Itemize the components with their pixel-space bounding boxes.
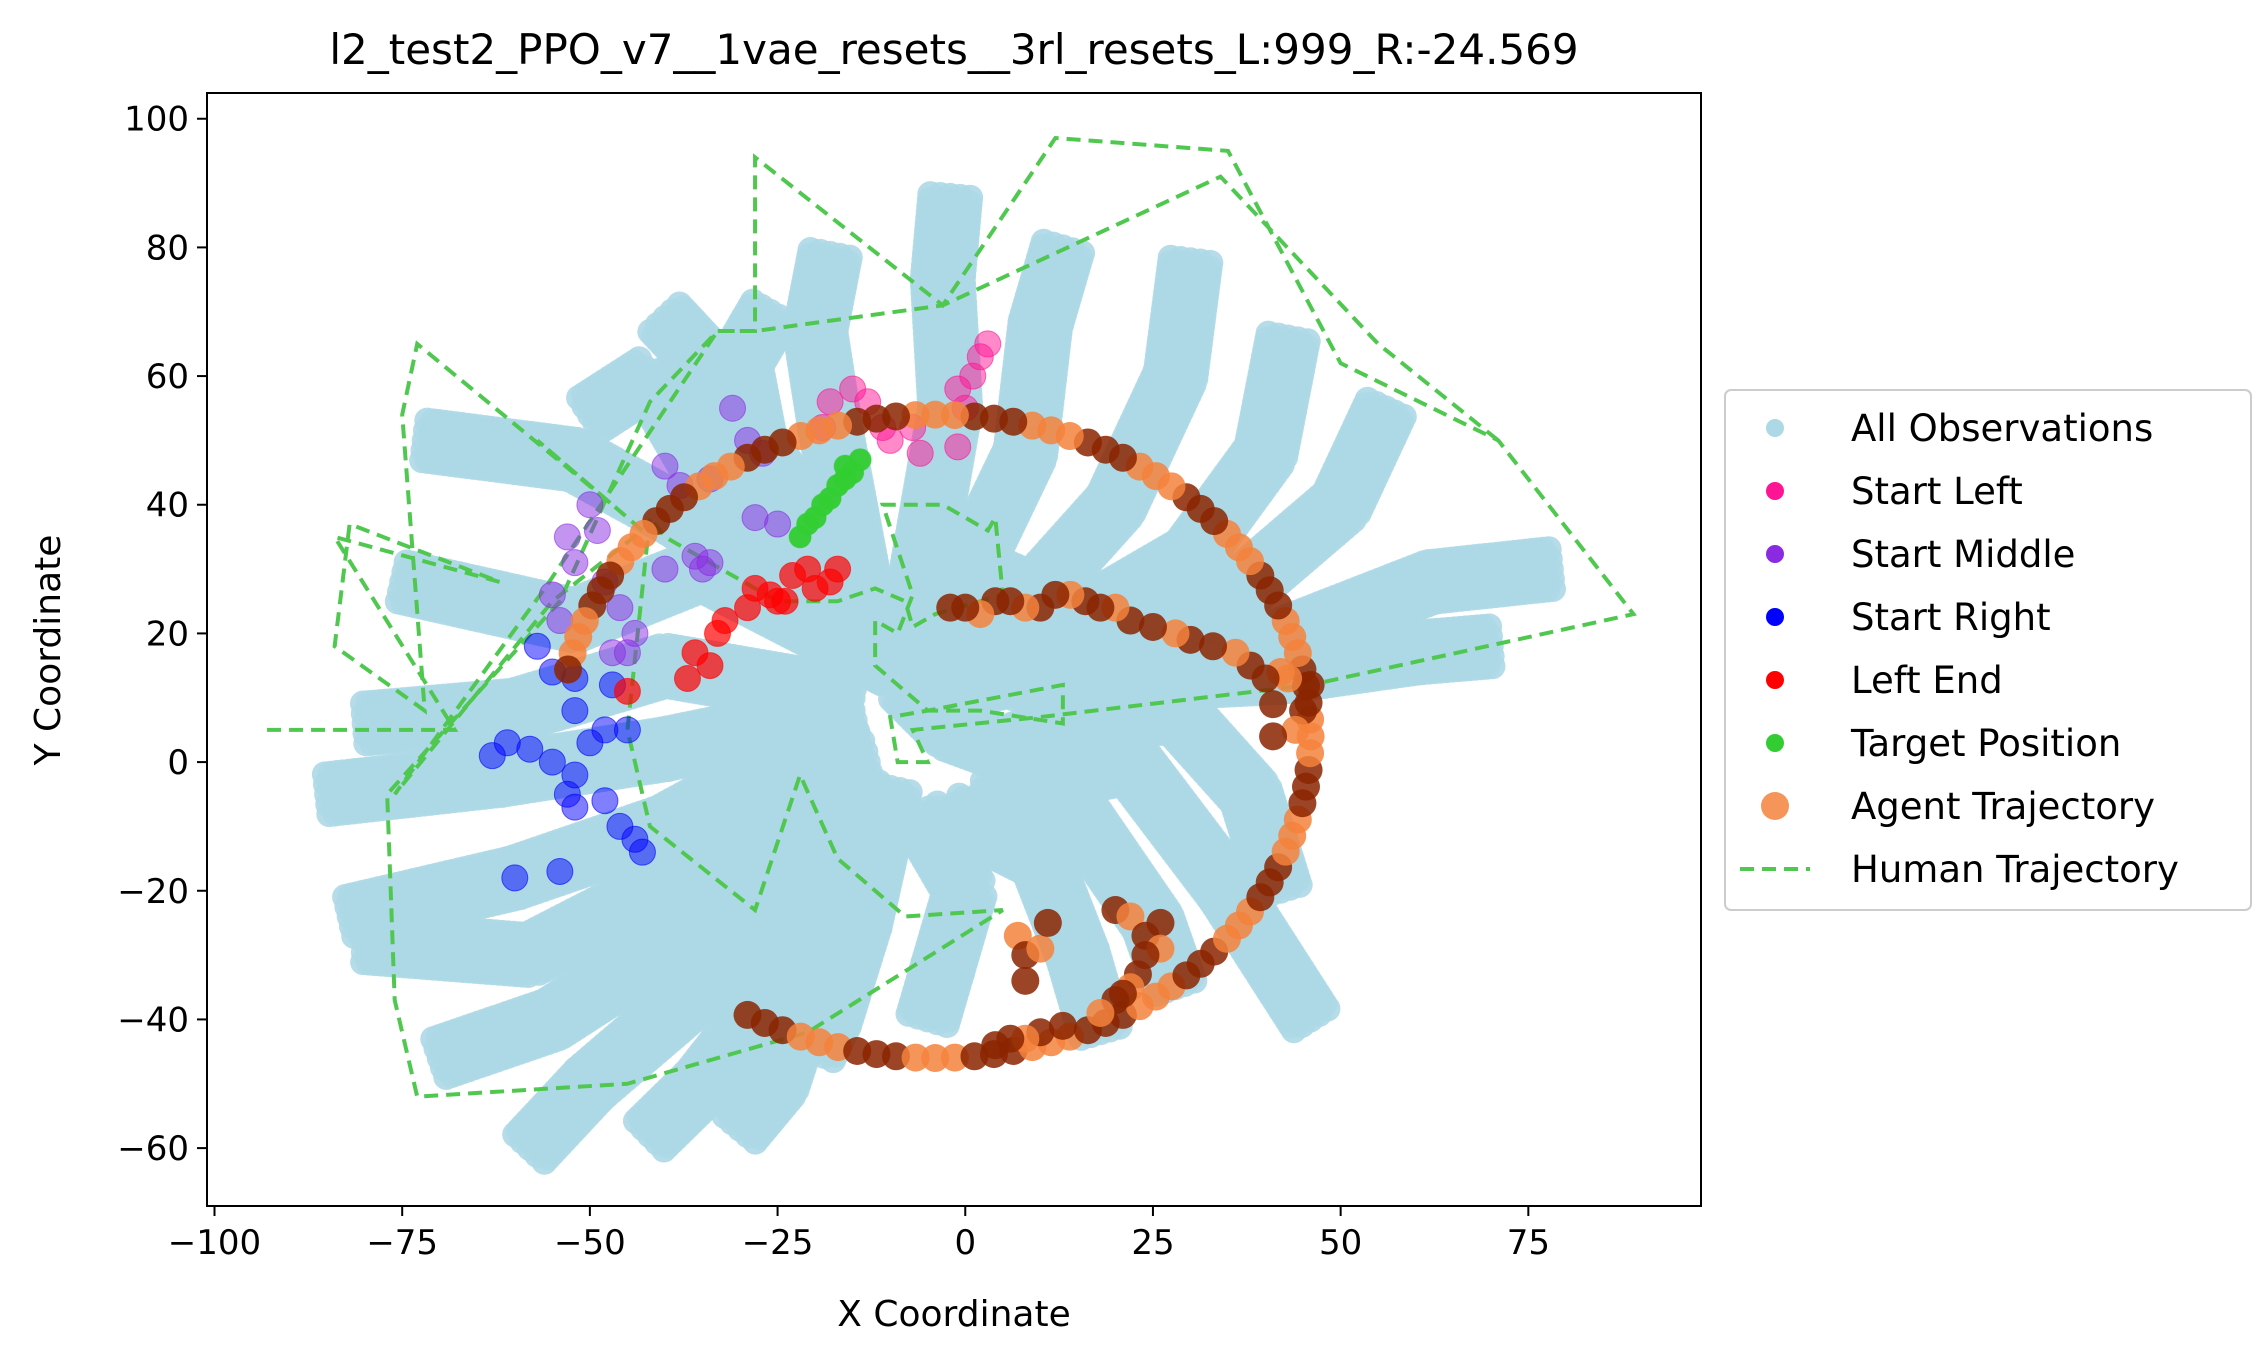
observation-point [393,549,420,576]
observation-point [1294,328,1321,355]
chart-title: l2_test2_PPO_v7__1vae_resets__3rl_resets… [329,25,1578,74]
observation-point [666,291,693,318]
observation-point [414,407,441,434]
observation-point [1069,240,1096,267]
observation-point [1390,403,1417,430]
observation-point [957,184,984,211]
observation-point [566,384,593,411]
observation-point [1197,249,1224,276]
observation-point [836,244,863,271]
plot-area [267,135,1637,1175]
